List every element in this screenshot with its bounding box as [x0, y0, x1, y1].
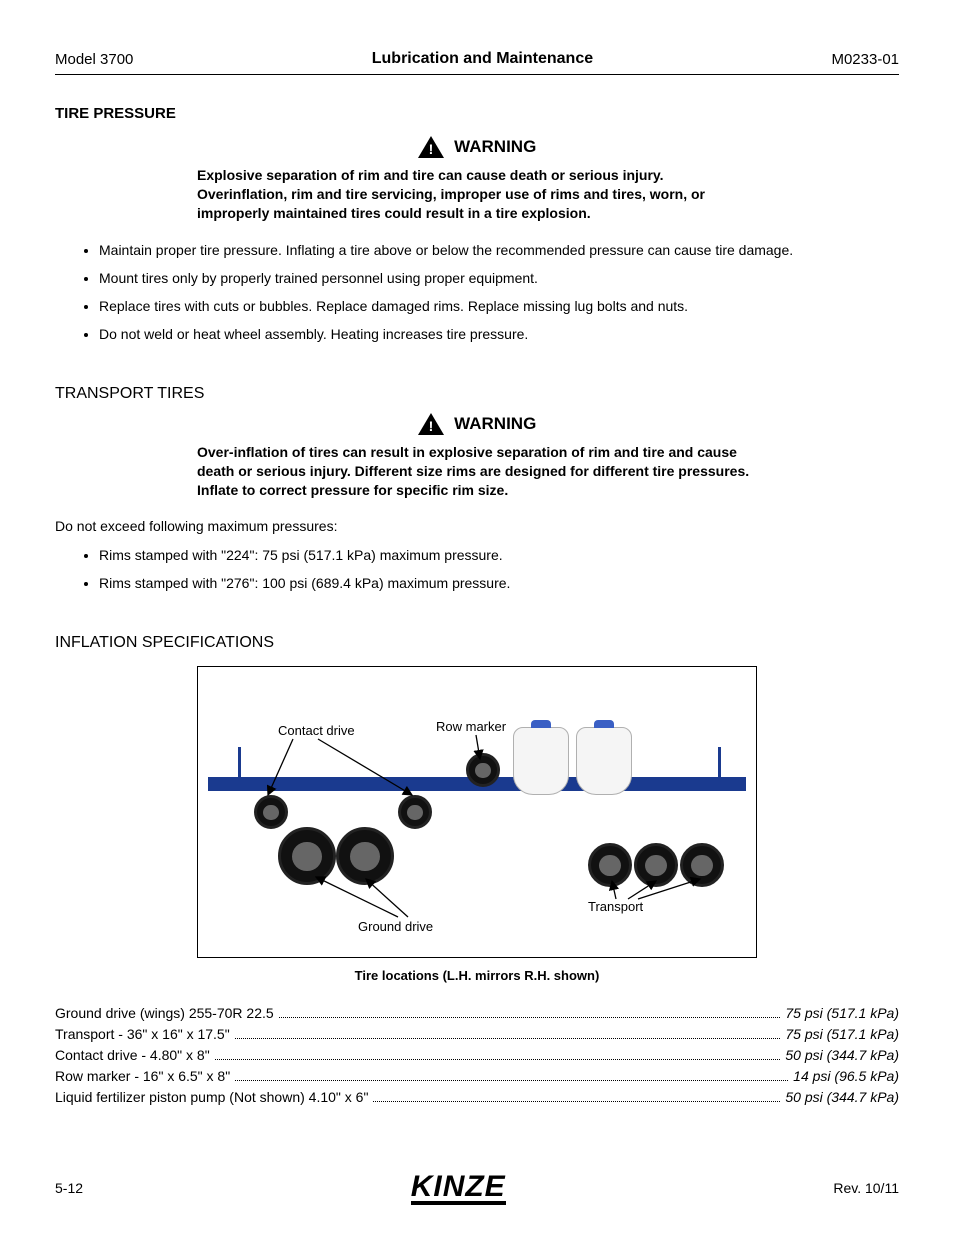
ground-drive-wheel: [278, 827, 336, 885]
spec-row: Liquid fertilizer piston pump (Not shown…: [55, 1089, 899, 1105]
warning-2-header: ! WARNING: [55, 413, 899, 435]
leader-dots: [235, 1038, 781, 1039]
bullet-item: Rims stamped with "276": 100 psi (689.4 …: [99, 574, 899, 592]
transport-intro: Do not exceed following maximum pressure…: [55, 518, 899, 534]
figure-wrap: Contact drive Row marker Ground drive Tr…: [55, 666, 899, 958]
spec-value: 75 psi (517.1 kPa): [785, 1026, 899, 1042]
transport-wheel: [588, 843, 632, 887]
section-title-tire-pressure: TIRE PRESSURE: [55, 105, 899, 122]
warning-1-text: Explosive separation of rim and tire can…: [197, 166, 757, 223]
leader-dots: [235, 1080, 788, 1081]
section-title-inflation-specs: INFLATION SPECIFICATIONS: [55, 634, 899, 652]
bullets-1: Maintain proper tire pressure. Inflating…: [55, 241, 899, 354]
spec-label: Row marker - 16" x 6.5" x 8": [55, 1068, 230, 1084]
contact-drive-wheel: [254, 795, 288, 829]
spec-row: Transport - 36" x 16" x 17.5" 75 psi (51…: [55, 1026, 899, 1042]
footer-logo-text: KINZE: [411, 1170, 506, 1203]
spec-value: 50 psi (344.7 kPa): [785, 1089, 899, 1105]
warning-2-text: Over-inflation of tires can result in ex…: [197, 443, 757, 500]
bullet-item: Mount tires only by properly trained per…: [99, 269, 899, 287]
transport-wheel: [680, 843, 724, 887]
spec-label: Ground drive (wings) 255-70R 22.5: [55, 1005, 274, 1021]
figure-box: Contact drive Row marker Ground drive Tr…: [197, 666, 757, 958]
spec-label: Liquid fertilizer piston pump (Not shown…: [55, 1089, 368, 1105]
equipment-post: [718, 747, 721, 787]
warning-2-label: WARNING: [454, 414, 536, 433]
bullets-2: Rims stamped with "224": 75 psi (517.1 k…: [55, 546, 899, 602]
leader-dots: [373, 1101, 780, 1102]
warning-icon: !: [418, 413, 444, 435]
ground-drive-wheel: [336, 827, 394, 885]
footer-revision: Rev. 10/11: [833, 1180, 899, 1196]
figure-caption: Tire locations (L.H. mirrors R.H. shown): [55, 968, 899, 983]
spec-label: Transport - 36" x 16" x 17.5": [55, 1026, 230, 1042]
spec-row: Contact drive - 4.80" x 8" 50 psi (344.7…: [55, 1047, 899, 1063]
svg-text:!: !: [428, 418, 433, 434]
bullet-item: Rims stamped with "224": 75 psi (517.1 k…: [99, 546, 899, 564]
contact-drive-wheel: [398, 795, 432, 829]
page-footer: 5-12 KINZE Rev. 10/11: [55, 1146, 899, 1205]
header-center: Lubrication and Maintenance: [372, 50, 593, 68]
section-title-transport-tires: TRANSPORT TIRES: [55, 385, 899, 403]
figure-inner: Contact drive Row marker Ground drive Tr…: [198, 667, 756, 957]
hopper: [513, 727, 569, 795]
label-contact-drive: Contact drive: [278, 723, 355, 738]
label-row-marker: Row marker: [436, 719, 506, 734]
spec-row: Row marker - 16" x 6.5" x 8" 14 psi (96.…: [55, 1068, 899, 1084]
bullet-item: Do not weld or heat wheel assembly. Heat…: [99, 325, 899, 343]
hopper: [576, 727, 632, 795]
leader-dots: [279, 1017, 781, 1018]
spec-value: 75 psi (517.1 kPa): [785, 1005, 899, 1021]
equipment-post: [238, 747, 241, 787]
transport-wheel: [634, 843, 678, 887]
page: Model 3700 Lubrication and Maintenance M…: [0, 0, 954, 1235]
label-ground-drive: Ground drive: [358, 919, 433, 934]
spec-value: 50 psi (344.7 kPa): [785, 1047, 899, 1063]
footer-page-number: 5-12: [55, 1180, 83, 1196]
warning-1-label: WARNING: [454, 137, 536, 156]
header-rule: [55, 74, 899, 75]
label-transport: Transport: [588, 899, 643, 914]
leader-dots: [215, 1059, 781, 1060]
header-right: M0233-01: [831, 51, 899, 68]
spec-value: 14 psi (96.5 kPa): [793, 1068, 899, 1084]
spec-row: Ground drive (wings) 255-70R 22.5 75 psi…: [55, 1005, 899, 1021]
svg-text:!: !: [428, 141, 433, 157]
warning-1-header: ! WARNING: [55, 136, 899, 158]
spec-label: Contact drive - 4.80" x 8": [55, 1047, 210, 1063]
header-left: Model 3700: [55, 51, 133, 68]
page-header: Model 3700 Lubrication and Maintenance M…: [55, 50, 899, 68]
spec-list: Ground drive (wings) 255-70R 22.5 75 psi…: [55, 1005, 899, 1110]
warning-icon: !: [418, 136, 444, 158]
bullet-item: Maintain proper tire pressure. Inflating…: [99, 241, 899, 259]
bullet-item: Replace tires with cuts or bubbles. Repl…: [99, 297, 899, 315]
footer-logo: KINZE: [411, 1170, 506, 1205]
